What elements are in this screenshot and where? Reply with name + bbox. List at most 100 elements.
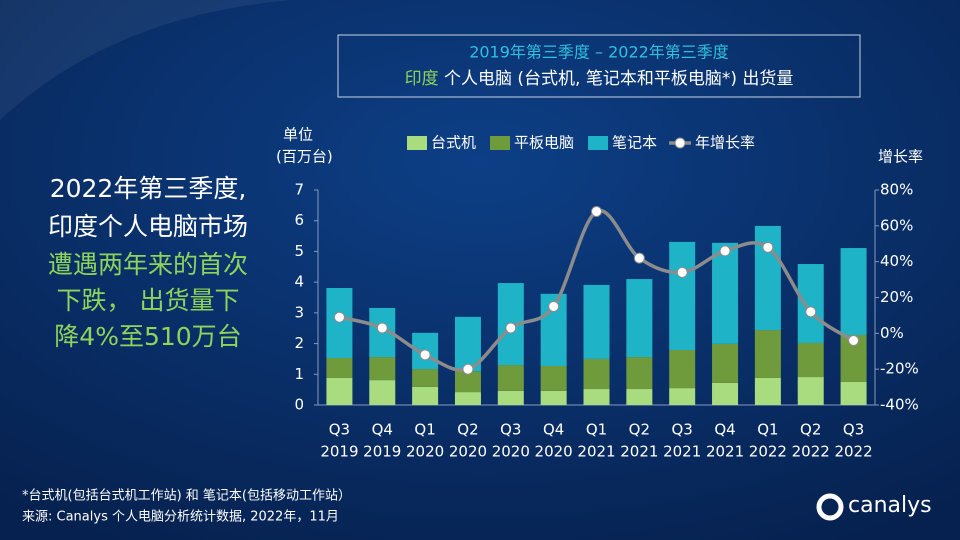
legend-label: 年增长率 — [695, 134, 755, 152]
x-tick-label: Q1 — [414, 421, 435, 439]
x-tick-label: 2021 — [663, 443, 701, 461]
footnote: *台式机(包括台式机工作站) 和 笔记本(包括移动工作站） — [22, 488, 351, 504]
x-tick-label: Q4 — [714, 421, 735, 439]
growth-marker — [676, 266, 688, 278]
x-tick-label: 2022 — [792, 443, 830, 461]
footnote: 来源: Canalys 个人电脑分析统计数据, 2022年，11月 — [22, 510, 339, 525]
bar-segment — [669, 388, 696, 405]
bar-segment — [797, 377, 824, 405]
x-tick-label: 2019 — [320, 443, 358, 461]
growth-marker — [633, 252, 645, 264]
y2-tick-label: 80% — [880, 181, 913, 199]
y-tick-label: 1 — [294, 365, 304, 383]
growth-marker — [376, 322, 388, 334]
x-tick-label: 2020 — [492, 443, 530, 461]
x-tick-label: 2019 — [363, 443, 401, 461]
x-tick-label: 2020 — [535, 443, 573, 461]
bar-segment — [754, 330, 781, 378]
y-tick-label: 5 — [294, 242, 304, 260]
bar-segment — [412, 369, 439, 387]
y2-tick-label: -40% — [880, 396, 919, 414]
bar-segment — [540, 390, 567, 405]
bar-segment — [497, 365, 524, 391]
legend-label: 笔记本 — [612, 134, 657, 152]
x-tick-label: 2022 — [749, 443, 787, 461]
x-tick-label: 2021 — [620, 443, 658, 461]
bar-segment — [626, 279, 653, 358]
growth-marker — [419, 349, 431, 361]
legend-swatch — [490, 136, 511, 150]
bar-segment — [583, 389, 610, 405]
bar-segment — [369, 357, 396, 381]
growth-marker — [505, 322, 517, 334]
logo: canalys — [848, 493, 932, 518]
bar-segment — [669, 241, 696, 351]
growth-marker — [805, 306, 817, 318]
growth-marker — [848, 335, 860, 346]
y2-axis-label: 增长率 — [878, 148, 923, 166]
headline: 遭遇两年来的首次 — [48, 250, 248, 279]
bar-segment — [840, 248, 867, 335]
y-axis-label: (百万台) — [276, 148, 333, 166]
x-tick-label: 2021 — [706, 443, 744, 461]
x-tick-label: Q3 — [500, 421, 521, 439]
x-tick-label: Q2 — [457, 421, 478, 439]
bar-segment — [497, 390, 524, 405]
y-tick-label: 3 — [294, 303, 304, 321]
x-tick-label: Q1 — [586, 421, 607, 439]
decoration — [0, 0, 420, 120]
legend-swatch — [588, 136, 609, 150]
bar-segment — [583, 284, 610, 359]
bar-segment — [326, 377, 353, 405]
bar-segment — [669, 350, 696, 389]
y-tick-label: 6 — [294, 211, 304, 229]
x-tick-label: 2020 — [406, 443, 444, 461]
x-tick-label: Q2 — [629, 421, 650, 439]
growth-marker — [719, 245, 731, 257]
legend-label: 平板电脑 — [514, 134, 574, 152]
legend-marker — [674, 137, 686, 149]
legend-swatch — [407, 136, 427, 150]
x-tick-label: Q4 — [543, 421, 564, 439]
bar-segment — [712, 382, 739, 405]
y2-tick-label: 60% — [880, 216, 913, 234]
bar-segment — [583, 358, 610, 390]
bar-segment — [626, 357, 653, 390]
bar-segment — [754, 377, 781, 405]
legend-label: 台式机 — [431, 134, 476, 152]
growth-marker — [333, 311, 345, 323]
chart-subtitle: 印度 个人电脑 (台式机, 笔记本和平板电脑*) 出货量 — [405, 69, 794, 89]
bar-segment — [369, 380, 396, 405]
bar-segment — [454, 371, 481, 393]
logo-mark — [816, 493, 844, 521]
x-tick-label: 2021 — [577, 443, 615, 461]
x-tick-label: Q4 — [372, 421, 393, 439]
bar-segment — [326, 358, 353, 378]
subtitle-rest: 个人电脑 (台式机, 笔记本和平板电脑*) 出货量 — [444, 69, 793, 89]
y-tick-label: 2 — [294, 334, 304, 352]
y-tick-label: 0 — [294, 396, 304, 414]
bar-segment — [626, 389, 653, 405]
headline: 下跌， 出货量下 — [57, 286, 240, 315]
y2-tick-label: 40% — [880, 252, 913, 270]
bar-segment — [540, 365, 567, 391]
x-tick-label: 2022 — [834, 443, 872, 461]
growth-marker — [548, 300, 560, 312]
x-tick-label: Q2 — [800, 421, 821, 439]
growth-marker — [591, 206, 602, 217]
bar-segment — [797, 264, 824, 343]
x-tick-label: Q3 — [329, 421, 350, 439]
x-tick-label: Q3 — [843, 421, 864, 439]
x-tick-label: Q3 — [672, 421, 693, 439]
headline: 2022年第三季度, — [50, 174, 247, 203]
subtitle-country: 印度 — [405, 69, 439, 89]
y2-tick-label: 20% — [880, 288, 913, 306]
headline: 印度个人电脑市场 — [48, 212, 248, 241]
bar-segment — [712, 242, 739, 344]
x-tick-label: Q1 — [757, 421, 778, 439]
bar-segment — [712, 343, 739, 383]
chart-title: 2019年第三季度 – 2022年第三季度 — [469, 43, 729, 62]
y-axis-label: 单位 — [283, 126, 313, 144]
